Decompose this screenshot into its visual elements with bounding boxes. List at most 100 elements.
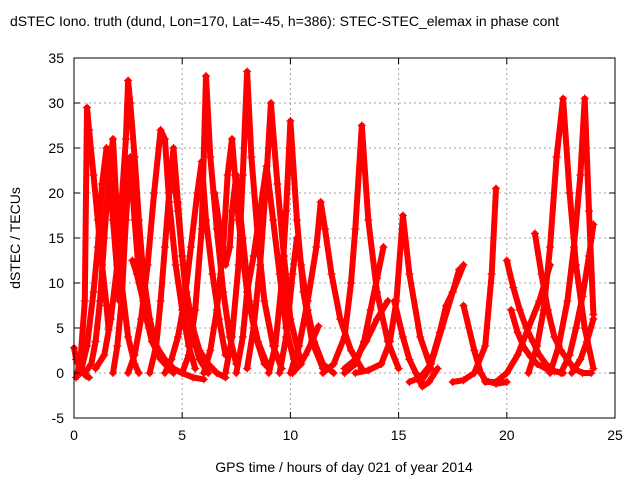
data-point xyxy=(459,261,468,269)
data-point xyxy=(546,243,555,251)
data-point xyxy=(491,378,500,386)
data-point xyxy=(552,153,561,161)
data-point xyxy=(364,366,373,375)
data-point xyxy=(249,252,258,260)
data-point xyxy=(537,270,546,278)
data-point xyxy=(533,342,542,350)
data-point xyxy=(262,171,271,179)
data-point xyxy=(139,297,148,305)
data-point xyxy=(585,252,594,260)
data-point xyxy=(327,270,336,278)
series-38 xyxy=(567,315,598,377)
x-tick-label: 15 xyxy=(391,427,407,443)
data-point xyxy=(160,243,169,251)
data-point xyxy=(223,171,232,179)
data-point xyxy=(80,297,89,305)
data-point xyxy=(329,360,338,368)
series-26 xyxy=(390,297,442,391)
data-point xyxy=(314,322,323,331)
data-point xyxy=(398,211,407,220)
data-point xyxy=(589,315,598,323)
data-point xyxy=(100,234,109,242)
data-point xyxy=(167,355,176,364)
data-point xyxy=(357,121,366,130)
data-point xyxy=(390,297,399,305)
data-point xyxy=(502,378,511,386)
data-point xyxy=(435,328,444,337)
data-point xyxy=(459,376,468,385)
data-point xyxy=(364,216,373,224)
data-point xyxy=(130,351,139,359)
data-point xyxy=(124,76,133,85)
data-point xyxy=(126,153,135,161)
data-point xyxy=(238,333,247,341)
data-point xyxy=(91,337,100,346)
data-point xyxy=(227,135,236,143)
y-tick-label: 15 xyxy=(48,230,64,246)
data-point xyxy=(238,171,247,179)
data-point xyxy=(253,337,262,346)
data-point xyxy=(563,297,572,305)
data-point xyxy=(156,126,165,134)
data-point xyxy=(266,99,275,107)
data-point xyxy=(556,369,565,377)
data-point xyxy=(513,328,522,337)
data-point xyxy=(429,351,438,359)
data-point xyxy=(169,364,178,373)
data-point xyxy=(72,373,81,382)
data-series xyxy=(70,67,598,391)
data-point xyxy=(286,117,295,125)
data-point xyxy=(385,337,394,346)
y-tick-labels: -5 0 5 10 15 20 25 30 35 xyxy=(48,50,64,426)
data-point xyxy=(578,369,587,377)
y-tick-label: 30 xyxy=(48,95,64,111)
data-point xyxy=(362,337,371,346)
data-point xyxy=(567,369,576,377)
data-point xyxy=(91,364,100,373)
data-point xyxy=(318,360,327,368)
data-point xyxy=(93,243,102,251)
data-point xyxy=(394,364,403,373)
data-point xyxy=(221,261,230,269)
data-point xyxy=(565,189,574,197)
series-line xyxy=(547,95,597,376)
data-point xyxy=(405,355,414,364)
series-line xyxy=(319,122,402,376)
data-point xyxy=(559,94,568,103)
data-point xyxy=(288,270,297,278)
data-point xyxy=(243,67,252,76)
data-point xyxy=(247,153,256,161)
x-tick-labels: 0 5 10 15 20 25 xyxy=(70,427,623,443)
data-point xyxy=(130,216,139,224)
series-line xyxy=(568,316,597,376)
data-point xyxy=(232,369,241,377)
data-point xyxy=(102,301,111,310)
data-point xyxy=(227,333,236,341)
data-point xyxy=(221,369,230,377)
data-point xyxy=(576,171,585,179)
data-point xyxy=(524,369,533,377)
data-point xyxy=(282,333,291,341)
data-point xyxy=(197,225,206,233)
data-point xyxy=(191,306,200,314)
data-point xyxy=(206,346,215,355)
data-point xyxy=(134,369,143,377)
data-point xyxy=(550,333,559,341)
data-point xyxy=(346,279,355,287)
data-point xyxy=(318,369,327,377)
data-point xyxy=(178,252,187,260)
data-point xyxy=(411,369,420,377)
series-28 xyxy=(416,265,464,386)
x-tick-label: 0 xyxy=(70,427,78,443)
data-point xyxy=(143,261,152,269)
data-point xyxy=(173,207,182,215)
data-point xyxy=(277,279,286,287)
data-point xyxy=(569,243,578,251)
data-point xyxy=(128,256,137,265)
data-point xyxy=(405,270,414,278)
y-tick-label: 35 xyxy=(48,50,64,66)
data-point xyxy=(321,225,330,233)
data-point xyxy=(145,324,154,332)
data-point xyxy=(308,337,317,346)
data-point xyxy=(303,297,312,305)
